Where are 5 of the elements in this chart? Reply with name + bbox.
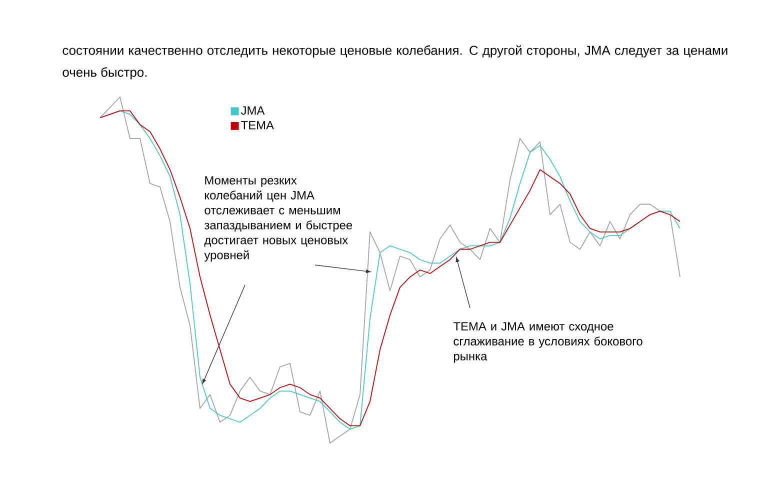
annotation: TEMA и JMA имеют сходное сглаживание в условиях бокового рынка — [453, 322, 642, 363]
annotation: Моменты резких колебаний цен JMA отслеживает с меньшим запаздыванием и быстрее достигает новых ценовых уровней — [204, 176, 352, 262]
legend-label: JMA — [240, 106, 265, 115]
text: состоянии качественно отследить некоторые ценовые колебания. С другой стороны, JMA следует за ценами очень быстро. — [62, 45, 728, 80]
legend-label: TEMA — [241, 121, 274, 130]
